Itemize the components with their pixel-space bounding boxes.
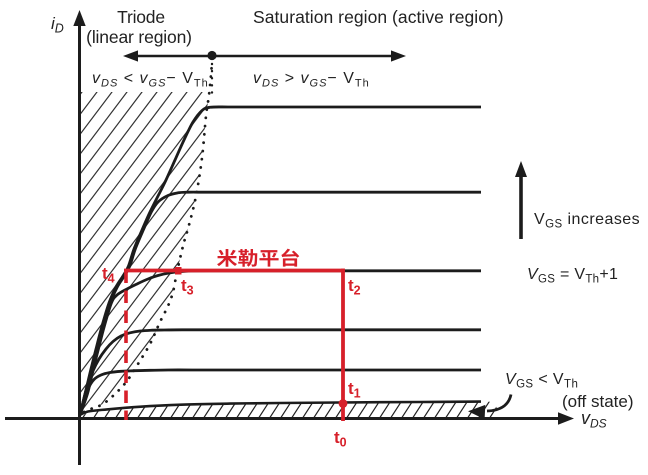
svg-text:VGS = VTh+1: VGS = VTh+1 bbox=[527, 266, 618, 286]
svg-text:VGS < VTh: VGS < VTh bbox=[505, 371, 578, 391]
svg-text:Saturation region (active regi: Saturation region (active region) bbox=[253, 7, 504, 27]
svg-text:vDS < vGS− VTh: vDS < vGS− VTh bbox=[92, 70, 209, 90]
svg-text:Triode: Triode bbox=[117, 7, 165, 27]
svg-text:vDS > vGS− VTh: vDS > vGS− VTh bbox=[253, 70, 370, 90]
svg-text:(off state): (off state) bbox=[562, 392, 634, 411]
svg-text:(linear region): (linear region) bbox=[86, 27, 192, 47]
